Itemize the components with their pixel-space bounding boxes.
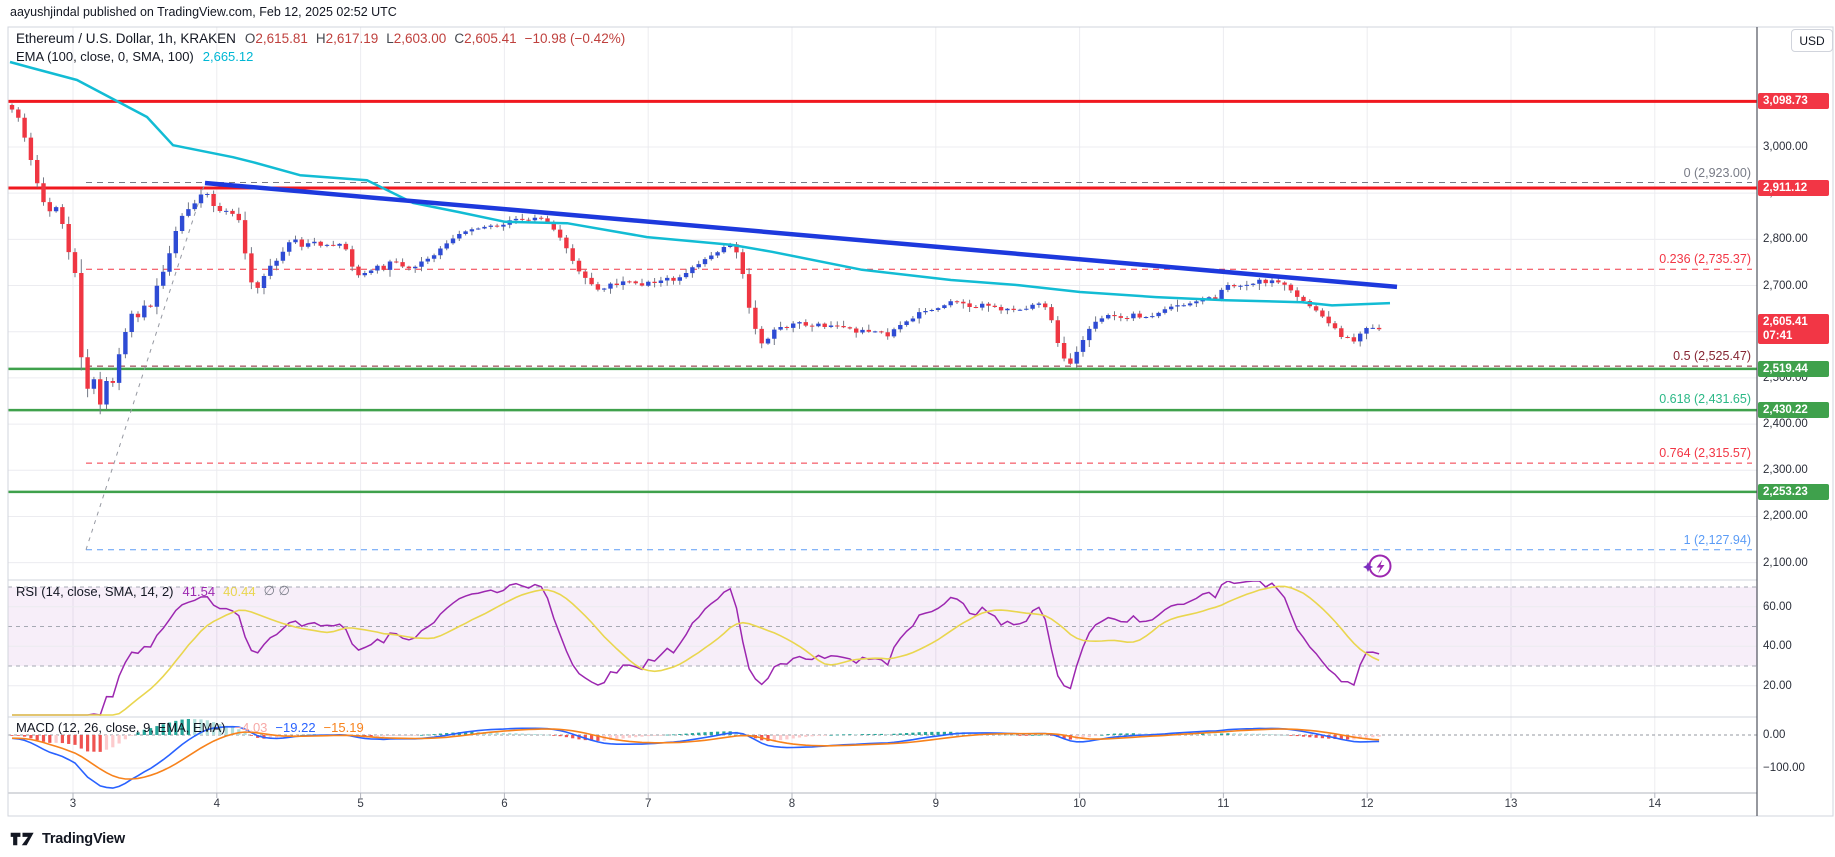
price-axis-label: 2,400.00 (1763, 418, 1808, 431)
time-axis-label: 8 (788, 798, 796, 810)
price-axis-label: 2,300.00 (1763, 464, 1808, 477)
ema-legend-title[interactable]: EMA (100, close, 0, SMA, 100) (16, 49, 194, 64)
tradingview-logo-text[interactable]: TradingView (42, 831, 125, 847)
rsi-axis-label: 60.00 (1763, 600, 1792, 613)
time-axis-label: 3 (69, 798, 77, 810)
rsi-legend-value: 41.54 (182, 583, 216, 599)
macd-legend-signal-value: −15.19 (323, 720, 364, 735)
time-axis-label: 14 (1648, 798, 1662, 810)
time-axis-label: 9 (932, 798, 939, 810)
ohlc-open: O2,615.81 (244, 31, 308, 46)
ema-legend-value: 2,665.12 (202, 49, 254, 64)
macd-legend: MACD (12, 26, close, 9, EMA, EMA) −4.03 … (16, 720, 372, 735)
sparkle-icon (1363, 562, 1373, 572)
currency-usd-button[interactable]: USD (1791, 29, 1833, 52)
price-badge: 3,098.73 (1758, 93, 1829, 110)
footer: TradingView (10, 829, 125, 849)
time-axis-label: 4 (213, 798, 220, 810)
price-axis-label: 2,200.00 (1763, 510, 1808, 523)
fib-level-label: 0.618 (2,431.65) (1659, 392, 1751, 407)
ohlc-low: L2,603.00 (386, 31, 447, 46)
macd-legend-hist-value: −4.03 (234, 720, 268, 735)
tradingview-logo-icon[interactable] (10, 829, 35, 849)
lightning-bolt-icon (1376, 559, 1385, 574)
rsi-legend-title[interactable]: RSI (14, close, SMA, 14, 2) (16, 583, 174, 599)
price-axis-label: 2,100.00 (1763, 556, 1808, 569)
price-badge: 2,605.41 07:41 (1758, 314, 1829, 345)
macd-legend-title[interactable]: MACD (12, 26, close, 9, EMA, EMA) (16, 720, 226, 735)
price-badge: 2,519.44 (1758, 360, 1829, 377)
time-axis-label: 7 (644, 798, 652, 810)
rsi-axis-label: 20.00 (1763, 679, 1792, 692)
ohlc-change: −10.98 (−0.42%) (524, 31, 626, 46)
symbol-legend: Ethereum / U.S. Dollar, 1h, KRAKEN O2,61… (16, 31, 633, 46)
time-axis[interactable] (8, 793, 1757, 816)
time-axis-label: 12 (1360, 798, 1374, 810)
flash-reaction-icon[interactable] (1361, 550, 1395, 582)
price-badge: 2,430.22 (1758, 402, 1829, 419)
macd-axis-label: 0.00 (1763, 729, 1786, 741)
rsi-legend-extra: ∅ ∅ (263, 583, 290, 598)
price-axis-label: 3,000.00 (1763, 141, 1808, 153)
symbol-title[interactable]: Ethereum / U.S. Dollar, 1h, KRAKEN (16, 31, 236, 46)
fib-level-label: 0.5 (2,525.47) (1673, 349, 1751, 364)
price-axis-label: 2,800.00 (1763, 233, 1808, 246)
macd-axis-label: −100.00 (1763, 762, 1805, 774)
time-axis-label: 13 (1504, 798, 1518, 810)
fib-level-label: 0 (2,923.00) (1683, 165, 1751, 180)
ohlc-high: H2,617.19 (315, 31, 379, 46)
time-axis-label: 6 (501, 798, 508, 810)
time-axis-label: 10 (1073, 798, 1086, 810)
time-axis-label: 5 (357, 798, 364, 810)
price-badge: 2,911.12 (1758, 180, 1829, 197)
price-axis-label: 2,700.00 (1763, 279, 1808, 292)
ema-legend: EMA (100, close, 0, SMA, 100) 2,665.12 (16, 49, 261, 64)
macd-legend-macd-value: −19.22 (275, 720, 316, 735)
fib-level-label: 0.236 (2,735.37) (1659, 252, 1751, 267)
fib-level-label: 0.764 (2,315.57) (1659, 446, 1751, 461)
time-axis-label: 11 (1217, 798, 1230, 810)
rsi-legend-ma-value: 40.44 (223, 583, 256, 599)
price-badge: 2,253.23 (1758, 483, 1829, 500)
fib-level-label: 1 (2,127.94) (1683, 532, 1751, 547)
rsi-legend: RSI (14, close, SMA, 14, 2) 41.54 40.44 … (16, 583, 298, 599)
bar-countdown: 07:41 (1763, 330, 1793, 343)
rsi-axis-label: 40.00 (1763, 640, 1792, 653)
attribution-text: aayushjindal published on TradingView.co… (10, 5, 397, 19)
ohlc-close: C2,605.41 (454, 31, 517, 46)
